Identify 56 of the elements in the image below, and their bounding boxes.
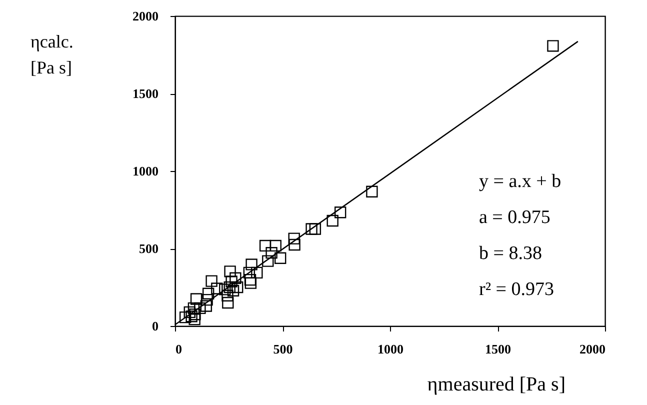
x-tick-label: 0 [176, 342, 182, 356]
point [262, 255, 274, 267]
point [251, 266, 263, 279]
point [230, 272, 242, 284]
point [179, 311, 192, 324]
point [244, 277, 257, 289]
point [244, 274, 256, 286]
point [326, 214, 338, 227]
point [194, 302, 206, 314]
point [201, 294, 213, 306]
point [243, 266, 256, 279]
point [288, 238, 300, 251]
point [232, 281, 244, 294]
point [266, 246, 278, 259]
y-tick-label: 1000 [132, 164, 158, 178]
point [259, 240, 272, 252]
point [222, 296, 234, 309]
point [547, 40, 559, 52]
point [309, 223, 322, 235]
point [184, 306, 196, 318]
y-tick-label: 2000 [132, 8, 158, 24]
point [200, 300, 212, 312]
x-tick-label: 1000 [378, 342, 404, 356]
point [227, 284, 240, 297]
point [366, 186, 378, 198]
point [190, 293, 202, 305]
point [246, 258, 258, 270]
annotation: b = 8.38 [479, 243, 542, 264]
y-tick-label: 1500 [132, 86, 158, 101]
point [334, 206, 346, 218]
annotation: y = a.x + b [479, 171, 562, 192]
x-tick-label: 500 [273, 342, 293, 356]
annotation: a = 0.975 [479, 207, 550, 228]
annotation: r² = 0.973 [479, 279, 554, 300]
point [188, 302, 200, 314]
point [224, 266, 236, 278]
point [211, 282, 223, 294]
point [186, 310, 198, 322]
point [219, 284, 231, 296]
y-tick-label: 500 [139, 241, 158, 256]
point [224, 281, 236, 294]
point [288, 232, 300, 244]
point [189, 308, 201, 320]
point [222, 290, 234, 302]
x-tick-label: 2000 [580, 342, 606, 356]
y-axis-title: ηcalc. [Pa s] [30, 32, 74, 78]
point [270, 240, 282, 252]
x-tick-label: 1500 [485, 342, 511, 356]
point [188, 313, 200, 326]
y-tick-label: 0 [152, 318, 158, 334]
point [306, 223, 318, 235]
point [206, 275, 218, 287]
point [274, 252, 286, 264]
point [202, 288, 214, 300]
x-axis-title: ηmeasured [Pa s] [427, 374, 566, 396]
point [226, 276, 238, 288]
